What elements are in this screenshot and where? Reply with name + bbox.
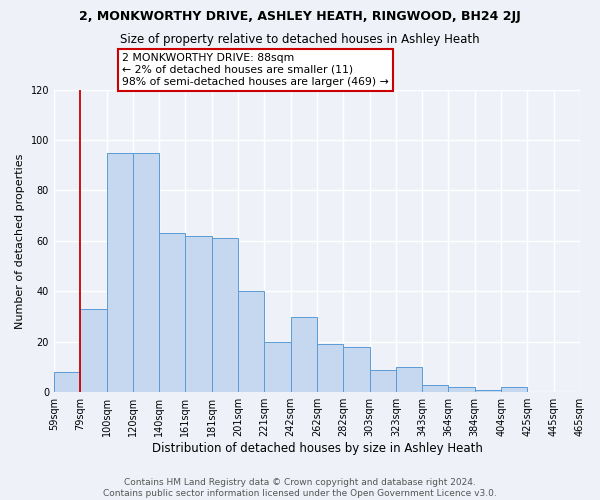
Bar [290, 316, 317, 392]
Text: Size of property relative to detached houses in Ashley Heath: Size of property relative to detached ho… [120, 32, 480, 46]
Bar [133, 152, 159, 392]
Bar [159, 234, 185, 392]
Bar [396, 367, 422, 392]
Text: Contains HM Land Registry data © Crown copyright and database right 2024.
Contai: Contains HM Land Registry data © Crown c… [103, 478, 497, 498]
Bar [54, 372, 80, 392]
Bar [185, 236, 212, 392]
Text: 2 MONKWORTHY DRIVE: 88sqm
← 2% of detached houses are smaller (11)
98% of semi-d: 2 MONKWORTHY DRIVE: 88sqm ← 2% of detach… [122, 54, 389, 86]
Bar [422, 384, 448, 392]
Bar [80, 309, 107, 392]
Bar [107, 152, 133, 392]
Bar [265, 342, 290, 392]
Bar [317, 344, 343, 392]
Bar [448, 387, 475, 392]
Bar [475, 390, 501, 392]
Bar [238, 292, 265, 392]
Bar [212, 238, 238, 392]
Y-axis label: Number of detached properties: Number of detached properties [15, 153, 25, 328]
Bar [343, 347, 370, 392]
Bar [370, 370, 396, 392]
Text: 2, MONKWORTHY DRIVE, ASHLEY HEATH, RINGWOOD, BH24 2JJ: 2, MONKWORTHY DRIVE, ASHLEY HEATH, RINGW… [79, 10, 521, 23]
X-axis label: Distribution of detached houses by size in Ashley Heath: Distribution of detached houses by size … [152, 442, 482, 455]
Bar [501, 387, 527, 392]
